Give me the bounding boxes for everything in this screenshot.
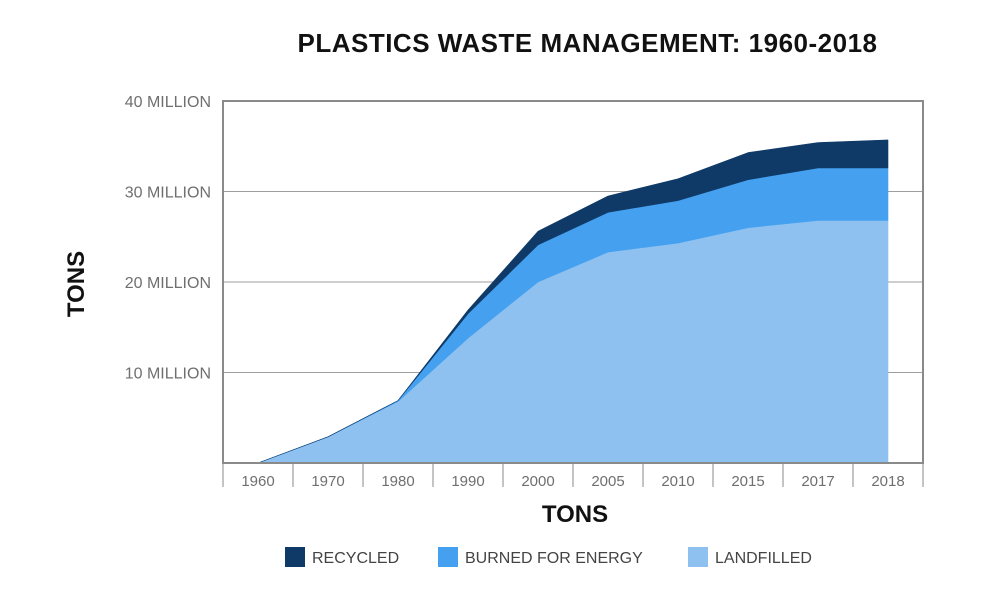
legend-swatch-recycled (285, 547, 305, 567)
x-tick-label: 2018 (871, 473, 904, 490)
x-tick-label: 2005 (591, 473, 624, 490)
x-tick-label: 2000 (521, 473, 554, 490)
x-tick-label: 2010 (661, 473, 694, 490)
legend-label-landfilled: LANDFILLED (715, 550, 812, 567)
legend-label-burned-for-energy: BURNED FOR ENERGY (465, 550, 643, 567)
x-tick-label: 1960 (241, 473, 274, 490)
x-tick-label: 2015 (731, 473, 764, 490)
y-tick-label: 20 MILLION (125, 275, 211, 292)
y-tick-label: 10 MILLION (125, 366, 211, 383)
x-tick-label: 1980 (381, 473, 414, 490)
x-tick-label: 2017 (801, 473, 834, 490)
area-series-recycled (257, 139, 889, 464)
y-axis-title: TONS (63, 251, 90, 317)
tick-layer: 10 MILLION 20 MILLION 30 MILLION 40 MILLION… (125, 94, 924, 490)
legend-label-recycled: RECYCLED (312, 550, 399, 567)
area-layer (257, 139, 889, 464)
legend: RECYCLED BURNED FOR ENERGY LANDFILLED (285, 547, 812, 567)
x-tick-label: 1990 (451, 473, 484, 490)
y-tick-label: 30 MILLION (125, 185, 211, 202)
chart-title: PLASTICS WASTE MANAGEMENT: 1960-2018 (297, 28, 878, 58)
x-axis-title: TONS (542, 501, 608, 528)
x-tick-label: 1970 (311, 473, 344, 490)
legend-swatch-burned-for-energy (438, 547, 458, 567)
legend-swatch-landfilled (688, 547, 708, 567)
y-tick-label: 40 MILLION (125, 94, 211, 111)
